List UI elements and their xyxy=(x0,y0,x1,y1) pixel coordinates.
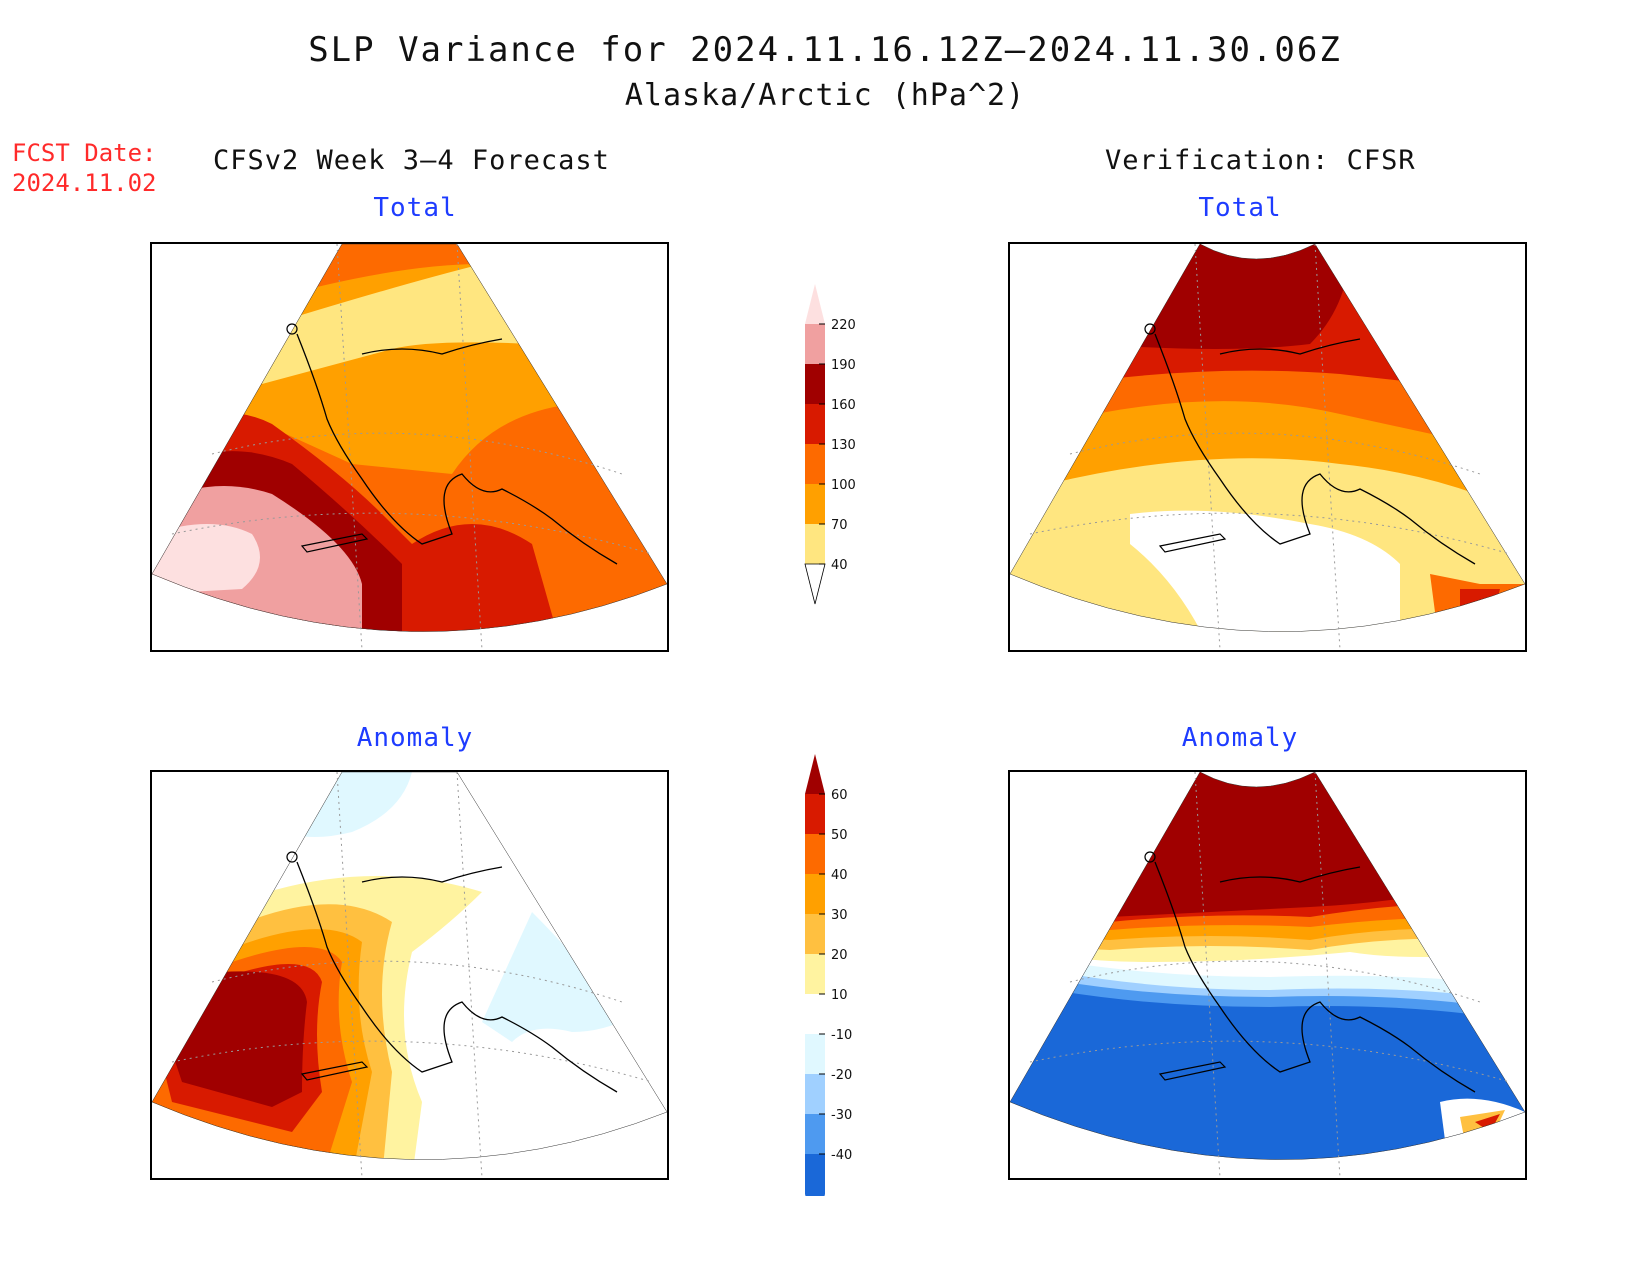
map-verification-total xyxy=(1010,244,1525,650)
colorbar-anomaly-swatch xyxy=(805,834,825,874)
colorbar-total-swatch xyxy=(805,404,825,444)
colorbar-anomaly-label: 10 xyxy=(831,988,848,1003)
panel-title-verification-total: Total xyxy=(1198,193,1282,223)
colorbar-total-label: 160 xyxy=(831,398,856,413)
colorbar-anomaly-label: -30 xyxy=(831,1108,852,1123)
colorbar-total: 220 190 160 130 100 70 40 xyxy=(804,284,856,605)
colorbar-anomaly-bottom-arrow xyxy=(805,1194,825,1196)
figure-subtitle: Alaska/Arctic (hPa^2) xyxy=(624,78,1026,113)
colorbar-anomaly-swatch xyxy=(805,1114,825,1154)
colorbar-total-label: 130 xyxy=(831,438,856,453)
colorbar-anomaly-swatch xyxy=(805,794,825,834)
colorbar-anomaly-label: -10 xyxy=(831,1028,852,1043)
verification-column-heading: Verification: CFSR xyxy=(1105,145,1416,176)
colorbar-anomaly-label: 20 xyxy=(831,948,848,963)
figure-title: SLP Variance for 2024.11.16.12Z–2024.11.… xyxy=(308,30,1342,70)
colorbar-total-swatch xyxy=(805,524,825,564)
colorbar-anomaly-swatch xyxy=(805,914,825,954)
colorbar-anomaly-swatch xyxy=(805,1034,825,1074)
panel-title-forecast-anomaly: Anomaly xyxy=(356,723,474,753)
colorbar-total-swatch xyxy=(805,484,825,524)
forecast-date-value: 2024.11.02 xyxy=(12,169,157,197)
colorbar-anomaly-swatch xyxy=(805,994,825,1034)
colorbar-anomaly: 60 50 40 30 20 10 -10 -20 -30 -40 xyxy=(805,754,852,1196)
colorbar-total-label: 40 xyxy=(831,558,848,573)
colorbar-total-label: 70 xyxy=(831,518,848,533)
forecast-column-heading: CFSv2 Week 3–4 Forecast xyxy=(213,145,610,176)
map-panel-verification-total xyxy=(1008,242,1527,652)
colorbar-anomaly-label: -20 xyxy=(831,1068,852,1083)
colorbar-anomaly-swatch xyxy=(805,874,825,914)
colorbar-total-swatch xyxy=(805,324,825,364)
colorbar-anomaly-swatch xyxy=(805,954,825,994)
colorbar-total-bottom-arrow xyxy=(804,563,826,605)
map-panel-verification-anomaly xyxy=(1008,770,1527,1180)
colorbar-total-label: 220 xyxy=(831,318,856,333)
colorbar-anomaly-swatch xyxy=(805,1074,825,1114)
map-forecast-anomaly xyxy=(152,772,667,1178)
colorbar-total-top-arrow xyxy=(805,284,825,324)
forecast-date-label: FCST Date: xyxy=(12,139,157,167)
panel-title-forecast-total: Total xyxy=(373,193,457,223)
colorbar-anomaly-label: 60 xyxy=(831,788,848,803)
colorbar-total-swatch xyxy=(805,364,825,404)
forecast-date-block: FCST Date: 2024.11.02 xyxy=(12,138,157,198)
colorbar-anomaly-top-arrow xyxy=(805,754,825,794)
colorbar-total-label: 100 xyxy=(831,478,856,493)
colorbar-total-label: 190 xyxy=(831,358,856,373)
colorbar-anomaly-label: 40 xyxy=(831,868,848,883)
colorbar-total-swatch xyxy=(805,444,825,484)
colorbar-anomaly-label: -40 xyxy=(831,1148,852,1163)
map-verification-anomaly xyxy=(1010,772,1525,1178)
map-panel-forecast-total xyxy=(150,242,669,652)
map-panel-forecast-anomaly xyxy=(150,770,669,1180)
panel-title-verification-anomaly: Anomaly xyxy=(1181,723,1299,753)
colorbar-anomaly-label: 30 xyxy=(831,908,848,923)
colorbar-anomaly-swatch xyxy=(805,1154,825,1194)
colorbar-anomaly-label: 50 xyxy=(831,828,848,843)
map-forecast-total xyxy=(152,244,667,650)
